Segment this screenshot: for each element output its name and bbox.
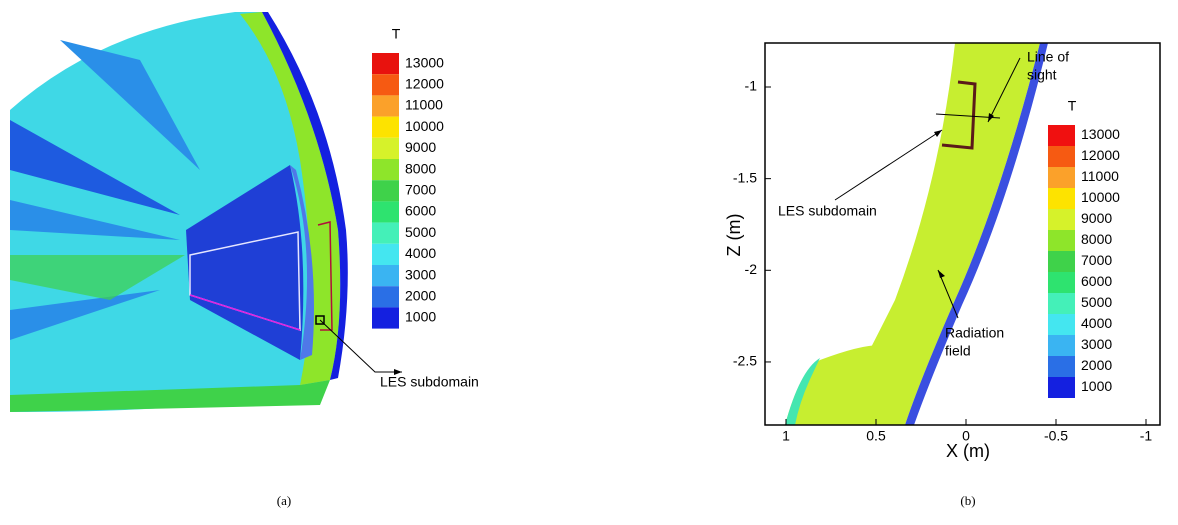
legend-swatch [1048, 167, 1075, 188]
legend-swatch [372, 286, 399, 308]
annotation: LES subdomain [380, 374, 479, 390]
x-tick-label: -0.5 [1044, 428, 1068, 444]
legend-swatch [1048, 356, 1075, 377]
caption: (b) [960, 493, 975, 508]
legend-label: 10000 [1081, 189, 1120, 205]
legend-swatch [1048, 146, 1075, 167]
legend-swatch [1048, 125, 1075, 146]
x-axis-title: X (m) [946, 441, 990, 461]
legend-swatch [372, 222, 399, 244]
annotation: LES subdomain [778, 203, 877, 219]
caption: (a) [277, 493, 291, 508]
plot-b [764, 42, 1161, 426]
legend-label: 12000 [405, 76, 444, 92]
legend-swatch [372, 265, 399, 287]
annotation: Line of [1027, 49, 1069, 65]
legend-label: 12000 [1081, 147, 1120, 163]
legend-swatch [372, 53, 399, 75]
legend-swatch [372, 243, 399, 265]
legend-swatch [1048, 230, 1075, 251]
legend-label: 8000 [1081, 231, 1112, 247]
legend-swatch [1048, 188, 1075, 209]
legend-title: T [1068, 98, 1077, 114]
legend-swatch [372, 74, 399, 96]
legend-label: 11000 [405, 97, 443, 113]
y-tick-label: -1.5 [733, 169, 757, 185]
legend-label: 9000 [405, 139, 436, 155]
x-tick-label: 1 [782, 428, 790, 444]
legend-label: 7000 [1081, 252, 1112, 268]
legend-label: 1000 [405, 309, 436, 325]
render-a [10, 12, 402, 412]
legend-swatch [1048, 251, 1075, 272]
y-tick-label: -1 [745, 78, 758, 94]
legend-label: 7000 [405, 182, 436, 198]
legend-swatch [372, 180, 399, 202]
legend-label: 6000 [1081, 273, 1112, 289]
y-tick-label: -2 [745, 261, 758, 277]
legend-label: 6000 [405, 203, 436, 219]
legend-swatch [1048, 335, 1075, 356]
legend-swatch [1048, 293, 1075, 314]
legend-label: 13000 [1081, 126, 1120, 142]
x-tick-label: 0 [962, 428, 970, 444]
legend-label: 3000 [1081, 336, 1112, 352]
legend-label: 5000 [405, 224, 436, 240]
legend-label: 10000 [405, 118, 444, 134]
annotation: sight [1027, 67, 1057, 83]
legend-label: 13000 [405, 54, 444, 70]
y-axis-title: Z (m) [724, 214, 744, 257]
legend-swatch [372, 201, 399, 223]
legend-label: 8000 [405, 160, 436, 176]
legend-label: 2000 [405, 288, 436, 304]
legend-swatch [1048, 209, 1075, 230]
y-tick-label: -2.5 [733, 353, 757, 369]
legend-swatch [372, 137, 399, 159]
legend-label: 5000 [1081, 294, 1112, 310]
legend-title: T [392, 26, 401, 42]
legend-label: 4000 [1081, 315, 1112, 331]
annotation: Radiation [945, 325, 1004, 341]
legend-label: 9000 [1081, 210, 1112, 226]
x-tick-label: 0.5 [866, 428, 886, 444]
legend-swatch [372, 159, 399, 181]
legend-swatch [1048, 314, 1075, 335]
legend-swatch [372, 95, 399, 117]
x-tick-label: -1 [1140, 428, 1153, 444]
legend-swatch [1048, 272, 1075, 293]
annotation: field [945, 343, 971, 359]
legend-label: 1000 [1081, 378, 1112, 394]
legend-label: 4000 [405, 245, 436, 261]
legend-swatch [372, 307, 399, 329]
legend-swatch [372, 116, 399, 138]
legend-label: 2000 [1081, 357, 1112, 373]
legend-label: 3000 [405, 266, 436, 282]
legend-label: 11000 [1081, 168, 1119, 184]
legend-swatch [1048, 377, 1075, 398]
